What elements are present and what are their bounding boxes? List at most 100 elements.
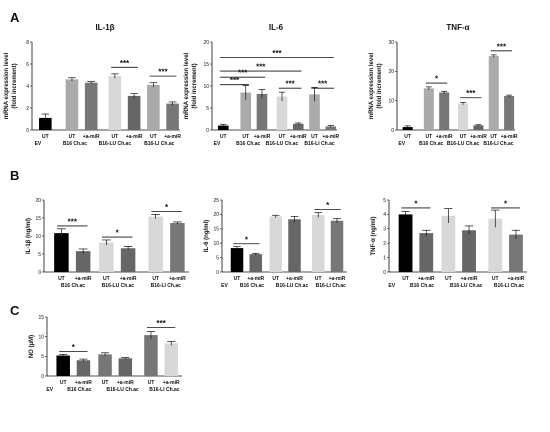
a2-bar xyxy=(217,125,229,130)
b2-x-tick-label: +a-miR xyxy=(247,276,264,282)
a1-bar xyxy=(65,79,79,130)
a2-significance-label: *** xyxy=(272,49,282,58)
a1-significance-label: *** xyxy=(120,59,130,68)
c1-significance-label: * xyxy=(72,343,76,352)
b3-x-tick-label: UT xyxy=(492,276,499,282)
c1-x-tick-label: +a-miR xyxy=(117,380,134,386)
b1-y-tick-label: 20 xyxy=(35,198,41,204)
a2-x-tick-label: UT xyxy=(242,134,249,140)
a3-x-tick-label: +a-miR xyxy=(436,134,453,140)
a3-significance-label: *** xyxy=(497,42,507,51)
a2-y-tick-label: 15 xyxy=(203,62,209,68)
b2-bar xyxy=(230,248,244,272)
b3-y-tick-label: 4 xyxy=(383,212,386,218)
b1-bar xyxy=(54,233,69,272)
a3-x-tick-label: UT xyxy=(426,134,433,140)
b1-y-axis-label: IL-1β (ng/ml) xyxy=(26,218,32,254)
a3-group-label: B16 Ch.ac xyxy=(419,141,443,147)
b3-significance-label: * xyxy=(504,199,508,208)
b1-y-tick-label: 5 xyxy=(38,252,41,258)
a1-y-tick-label: 4 xyxy=(26,84,29,90)
b2-bar xyxy=(269,216,282,272)
a2-significance-label: *** xyxy=(285,80,295,89)
a1-y-tick-label: 2 xyxy=(26,106,29,112)
b1-group-label: B16-LI Ch.ac xyxy=(151,283,182,289)
a1-y-tick-label: 0 xyxy=(26,128,29,134)
a1-group-label: B16 Ch.ac xyxy=(63,141,87,147)
b3-significance-label: * xyxy=(414,199,418,208)
b2-x-tick-label: UT xyxy=(272,276,279,282)
c1-group-label: B16-LI Ch.ac xyxy=(149,387,180,393)
a2-y-tick-label: 0 xyxy=(206,128,209,134)
a1-y-axis-label-2: (fold increment) xyxy=(12,63,18,108)
a1-x-tick-label: UT xyxy=(112,134,119,140)
c1-group-label: B16-LU Ch.ac xyxy=(106,387,139,393)
a3-bar xyxy=(488,56,499,130)
c1-y-tick-label: 15 xyxy=(38,315,44,321)
a2-x-tick-label: +a-miR xyxy=(322,134,339,140)
a3-bar xyxy=(402,127,413,130)
a1-title: IL-1β xyxy=(95,23,114,32)
a2-significance-label: *** xyxy=(318,80,328,89)
b3-bar xyxy=(488,218,503,272)
a1-x-tick-label: UT xyxy=(150,134,157,140)
b1-x-tick-label: UT xyxy=(152,276,159,282)
a3-significance-label: *** xyxy=(466,89,476,98)
b1-bar xyxy=(99,242,114,272)
b3-y-tick-label: 5 xyxy=(383,198,386,204)
b2-y-tick-label: 25 xyxy=(213,198,219,204)
b2-y-tick-label: 15 xyxy=(213,227,219,233)
a3-x-tick-label: +a-miR xyxy=(470,134,487,140)
b3-group-label: B16-LU Ch.ac xyxy=(450,283,483,289)
a1-y-tick-label: 6 xyxy=(26,62,29,68)
a3-bar xyxy=(473,125,484,130)
c1-group-label: B16 Ch.ac xyxy=(67,387,91,393)
b2-x-tick-label: +a-miR xyxy=(329,276,346,282)
c1-significance-label: *** xyxy=(156,319,166,328)
b1-y-tick-label: 0 xyxy=(38,270,41,276)
a2-bar xyxy=(292,123,304,130)
a2-y-tick-label: 10 xyxy=(203,84,209,90)
b1-bar xyxy=(170,223,185,272)
b3-bar xyxy=(441,215,456,272)
a3-y-tick-label: 10 xyxy=(388,98,394,104)
a2-bar xyxy=(309,94,320,130)
b3-bar xyxy=(398,214,413,272)
a1-x-tick-label: UT xyxy=(42,134,49,140)
a2-significance-label: *** xyxy=(230,76,240,85)
a1-x-tick-label: UT xyxy=(69,134,76,140)
b3-y-axis-label: TNF-α (ng/ml) xyxy=(371,216,377,255)
a1-bar xyxy=(127,95,141,130)
b2-y-tick-label: 10 xyxy=(213,241,219,247)
a1-group-label: EV xyxy=(35,141,42,147)
b2-y-axis-label: IL-6 (ng/ml) xyxy=(204,220,210,252)
a3-x-tick-label: UT xyxy=(404,134,411,140)
b3-bar xyxy=(509,234,523,272)
b3-x-tick-label: UT xyxy=(445,276,452,282)
a2-group-label: EV xyxy=(214,141,221,147)
b2-x-tick-label: UT xyxy=(234,276,241,282)
a2-y-tick-label: 20 xyxy=(203,40,209,46)
b3-x-tick-label: +a-miR xyxy=(418,276,435,282)
a1-bar xyxy=(166,103,179,130)
b1-group-label: B16 Ch.ac xyxy=(61,283,85,289)
b2-x-tick-label: UT xyxy=(315,276,322,282)
c1-x-tick-label: UT xyxy=(102,380,109,386)
b2-group-label: EV xyxy=(221,283,228,289)
b1-x-tick-label: +a-miR xyxy=(120,276,137,282)
b1-x-tick-label: UT xyxy=(58,276,65,282)
a3-x-tick-label: +a-miR xyxy=(501,134,518,140)
b1-x-tick-label: +a-miR xyxy=(75,276,92,282)
c1-y-tick-label: 10 xyxy=(38,334,44,340)
a1-significance-label: *** xyxy=(158,68,168,77)
a1-bar xyxy=(108,76,122,130)
b3-y-tick-label: 1 xyxy=(383,255,386,261)
b2-bar xyxy=(288,219,301,272)
a3-bar xyxy=(504,95,515,130)
b3-x-tick-label: +a-miR xyxy=(508,276,525,282)
a2-title: IL-6 xyxy=(269,23,284,32)
c1-bar xyxy=(164,343,178,376)
a3-significance-label: * xyxy=(435,75,439,84)
b1-bar xyxy=(148,216,163,272)
